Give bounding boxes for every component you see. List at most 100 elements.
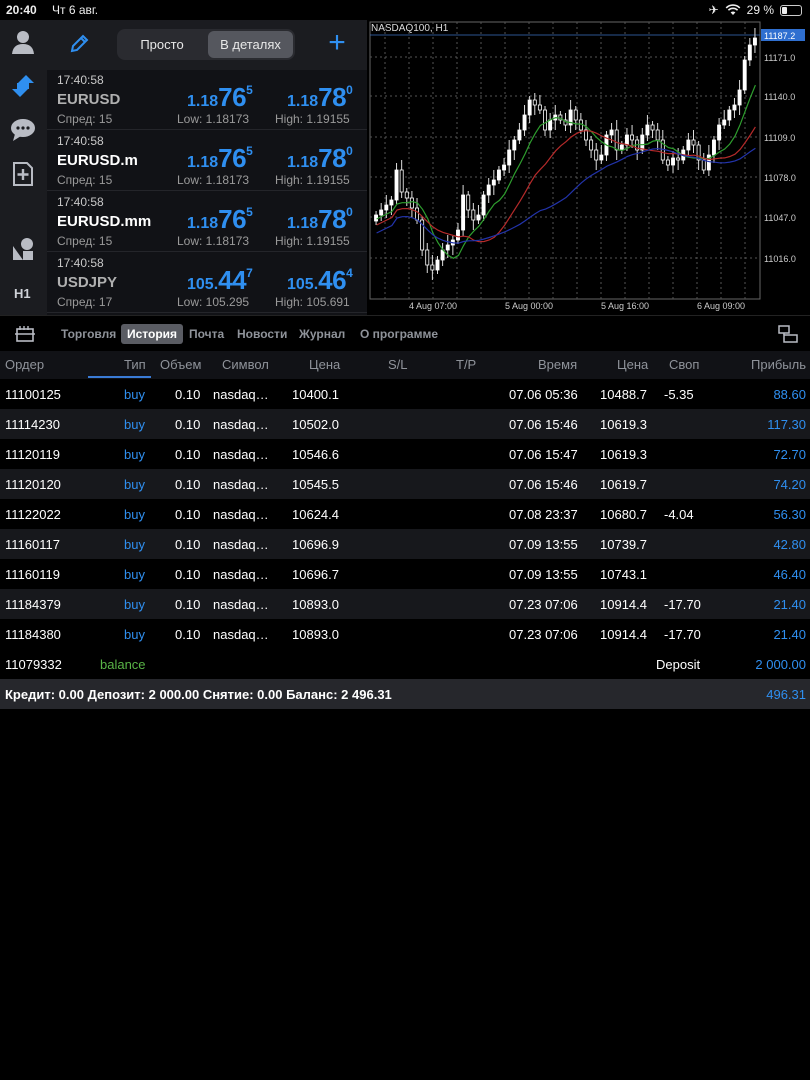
quote-time: 17:40:58	[57, 195, 104, 209]
add-symbol-icon[interactable]: +	[328, 26, 346, 59]
candle-body	[409, 197, 414, 209]
table-row[interactable]: 11120119 buy 0.10 nasdaq… 10546.6 07.06 15:47…	[0, 439, 810, 469]
cell-volume: 0.10	[175, 597, 201, 612]
ask-pips: 78	[318, 82, 347, 112]
tab-history[interactable]: История	[121, 324, 184, 344]
col-tp[interactable]: T/P	[456, 357, 477, 372]
tab-about[interactable]: О программе	[360, 327, 439, 341]
cell-profit: 46.40	[773, 567, 806, 582]
candle-body	[543, 109, 547, 131]
cell-time: 07.09 13:55	[509, 537, 578, 552]
cell-type: buy	[124, 537, 145, 552]
candle-body	[512, 139, 517, 151]
col-profit[interactable]: Прибыль	[751, 357, 806, 372]
quote-low: Low: 1.18173	[177, 234, 250, 248]
candle-body	[645, 124, 650, 136]
chat-icon[interactable]	[9, 116, 37, 144]
table-row[interactable]: 11120120 buy 0.10 nasdaq… 10545.5 07.06 15:46…	[0, 469, 810, 499]
candle-body	[573, 109, 578, 121]
quote-row[interactable]: 17:40:58 EURUSD Спред: 15 1.18765 1.1878…	[47, 70, 367, 130]
mode-simple-button[interactable]: Просто	[140, 37, 184, 52]
ask-prefix: 1.18	[287, 154, 319, 171]
candle-body	[394, 169, 399, 201]
tab-news[interactable]: Новости	[237, 327, 288, 341]
candle-body	[527, 99, 532, 116]
price-chart[interactable]: 11171.0 11140.0 11109.0 11078.0 11047.0 11016…	[368, 20, 810, 315]
battery-percent: 29 %	[746, 3, 774, 17]
view-mode-control: Просто В деталях	[117, 29, 295, 60]
time-label: 5 Aug 00:00	[505, 301, 553, 311]
cell-price: 10893.0	[292, 597, 339, 612]
col-time[interactable]: Время	[538, 357, 578, 372]
quote-spread: Спред: 15	[57, 112, 113, 126]
pencil-icon[interactable]	[67, 32, 91, 56]
candle-body	[430, 264, 435, 271]
col-sl[interactable]: S/L	[388, 357, 408, 372]
quote-row[interactable]: 17:40:58 EURUSD.m Спред: 15 1.18765 1.18…	[47, 131, 367, 191]
status-right: ✈ 29 %	[709, 3, 802, 17]
candle-body	[589, 139, 594, 151]
cell-time: 07.06 15:46	[509, 477, 578, 492]
table-row[interactable]: 11122022 buy 0.10 nasdaq… 10624.4 07.08 23:37…	[0, 499, 810, 529]
candle-body	[445, 244, 450, 251]
timeframe-button[interactable]: H1	[14, 286, 31, 301]
layout-icon[interactable]	[778, 325, 798, 343]
balance-comment: Deposit	[656, 657, 701, 672]
col-price[interactable]: Цена	[309, 357, 341, 372]
candle-body	[752, 37, 757, 46]
cell-price: 10893.0	[292, 627, 339, 642]
col-symbol[interactable]: Символ	[222, 357, 269, 372]
cell-volume: 0.10	[175, 567, 201, 582]
new-order-icon[interactable]	[9, 160, 37, 188]
cell-volume: 0.10	[175, 537, 201, 552]
cell-swap: -17.70	[664, 627, 701, 642]
quotes-icon[interactable]	[9, 72, 37, 100]
cell-symbol: nasdaq…	[213, 477, 269, 492]
candle-body	[568, 109, 573, 126]
mode-detail-button[interactable]: В деталях	[208, 31, 293, 58]
candle-body	[522, 114, 527, 131]
col-type[interactable]: Тип	[124, 357, 146, 372]
table-row[interactable]: 11114230 buy 0.10 nasdaq… 10502.0 07.06 15:46…	[0, 409, 810, 439]
cell-time: 07.06 15:46	[509, 417, 578, 432]
ask-prefix: 1.18	[287, 215, 319, 232]
quote-row[interactable]: 17:40:58 USDJPY Спред: 17 105.447 105.46…	[47, 253, 367, 313]
cell-type: buy	[124, 597, 145, 612]
tab-journal[interactable]: Журнал	[299, 327, 346, 341]
cell-close-price: 10619.3	[600, 447, 647, 462]
objects-icon[interactable]	[9, 235, 37, 263]
cell-type: buy	[124, 477, 145, 492]
balance-row[interactable]: 11079332 balance Deposit 2 000.00	[0, 649, 810, 679]
table-row[interactable]: 11160117 buy 0.10 nasdaq… 10696.9 07.09 13:55…	[0, 529, 810, 559]
col-swap[interactable]: Своп	[669, 357, 700, 372]
ask-fraction: 0	[346, 205, 353, 219]
tab-mail[interactable]: Почта	[189, 327, 225, 341]
status-date: Чт 6 авг.	[52, 3, 99, 17]
quote-row[interactable]: 17:40:58 EURUSD.mm Спред: 15 1.18765 1.1…	[47, 192, 367, 252]
cell-volume: 0.10	[175, 447, 201, 462]
quote-time: 17:40:58	[57, 134, 104, 148]
table-row[interactable]: 11184379 buy 0.10 nasdaq… 10893.0 07.23 07:06…	[0, 589, 810, 619]
table-row[interactable]: 11160119 buy 0.10 nasdaq… 10696.7 07.09 13:55…	[0, 559, 810, 589]
cell-time: 07.06 15:47	[509, 447, 578, 462]
table-row[interactable]: 11100125 buy 0.10 nasdaq… 10400.1 07.06 05:36…	[0, 379, 810, 409]
chart-canvas[interactable]: 11171.0 11140.0 11109.0 11078.0 11047.0 11016…	[368, 20, 810, 315]
moving-average-line	[376, 147, 756, 244]
quote-symbol: EURUSD.mm	[57, 213, 152, 230]
cell-time: 07.08 23:37	[509, 507, 578, 522]
candle-body	[374, 214, 379, 222]
account-icon[interactable]	[9, 28, 37, 56]
cell-type: buy	[124, 387, 145, 402]
table-row[interactable]: 11184380 buy 0.10 nasdaq… 10893.0 07.23 07:06…	[0, 619, 810, 649]
candle-body	[491, 179, 496, 186]
terminal-icon[interactable]	[14, 325, 36, 343]
col-close-price[interactable]: Цена	[617, 357, 649, 372]
col-volume[interactable]: Объем	[160, 357, 202, 372]
bid-pips: 44	[218, 265, 247, 295]
cell-close-price: 10619.7	[600, 477, 647, 492]
col-order[interactable]: Ордер	[5, 357, 45, 372]
candle-body	[486, 184, 491, 196]
cell-order: 11160119	[5, 567, 60, 582]
cell-volume: 0.10	[175, 387, 201, 402]
tab-trade[interactable]: Торговля	[61, 327, 117, 341]
